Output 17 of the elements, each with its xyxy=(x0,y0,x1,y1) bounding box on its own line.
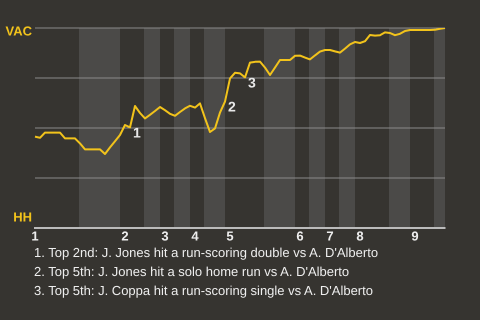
text: HH xyxy=(13,210,32,225)
x-tick-label: 3 xyxy=(161,228,169,244)
x-tick-label: 6 xyxy=(296,228,304,244)
text: 1. Top 2nd: J. Jones hit a run-scoring double vs A. D'Alberto xyxy=(34,244,380,262)
x-tick-label: 2 xyxy=(121,228,129,244)
annotation: 3 xyxy=(248,74,256,90)
annotation: 2 xyxy=(228,98,236,114)
text: 2. Top 5th: J. Jones hit a solo home run vs A. D'Alberto xyxy=(34,263,350,281)
x-tick-label: 1 xyxy=(31,228,39,244)
x-tick-label: 7 xyxy=(326,228,334,244)
x-tick-label: 9 xyxy=(411,228,419,244)
text: 3. Top 5th: J. Coppa hit a run-scoring single vs A. D'Alberto xyxy=(34,282,374,300)
annotation: 1 xyxy=(133,124,141,140)
x-tick-label: 5 xyxy=(226,228,234,244)
text: VAC xyxy=(6,24,33,39)
x-tick-label: 8 xyxy=(356,228,364,244)
x-tick-label: 4 xyxy=(191,228,200,244)
